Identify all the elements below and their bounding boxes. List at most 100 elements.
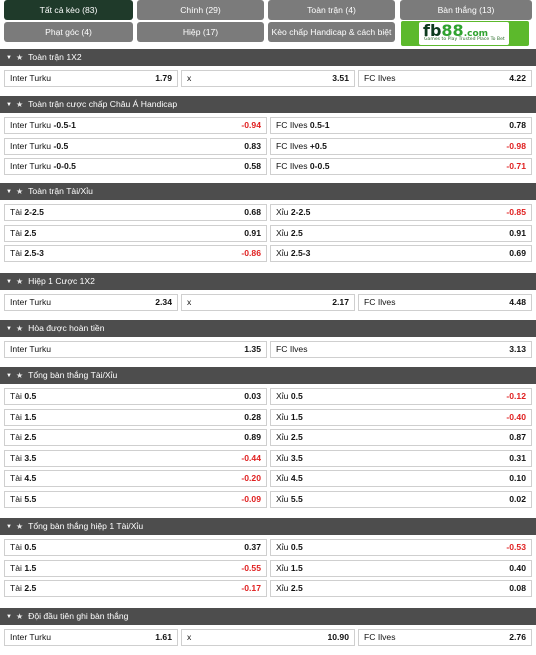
odds-cell[interactable]: Tài 3.5 -0.44 <box>4 449 267 467</box>
odds-cell[interactable]: Inter Turku 1.79 <box>4 70 178 87</box>
odds-cell[interactable]: Xỉu 2.5 0.91 <box>270 224 532 242</box>
tab-handicap-margin[interactable]: Kèo chấp Handicap & cách biệt (3) <box>268 22 395 57</box>
odds-row: Inter Turku -0.5 0.83 FC Ilves +0.5 -0.98 <box>4 137 532 155</box>
caret-down-icon[interactable]: ▼ <box>6 524 12 530</box>
odds-cell[interactable]: Tài 2.5 -0.17 <box>4 580 267 598</box>
odds-cell[interactable]: Tài 4.5 -0.20 <box>4 470 267 488</box>
caret-down-icon[interactable]: ▼ <box>6 55 12 61</box>
selection-label: Tài 2-2.5 <box>10 205 44 220</box>
fb88-logo[interactable]: fb88.com Games to Play Trusted Place To … <box>401 21 529 46</box>
odds-cell[interactable]: Inter Turku 2.34 <box>4 294 178 311</box>
star-icon[interactable]: ★ <box>15 522 24 531</box>
selection-name: Tài <box>10 542 22 552</box>
odds-cell[interactable]: Inter Turku -0.5-1 -0.94 <box>4 117 267 134</box>
section-header[interactable]: ▼ ★ Toàn trận 1X2 <box>0 49 536 66</box>
star-icon[interactable]: ★ <box>15 612 24 621</box>
star-icon[interactable]: ★ <box>15 324 24 333</box>
odds-cell[interactable]: Xỉu 2-2.5 -0.85 <box>270 204 532 221</box>
tab-full-time[interactable]: Toàn trận (4) <box>268 0 395 20</box>
section-header[interactable]: ▼ ★ Tổng bàn thắng Tài/Xỉu <box>0 367 536 384</box>
section-title: Toàn trận 1X2 <box>28 52 82 62</box>
section-header[interactable]: ▼ ★ Hiệp 1 Cược 1X2 <box>0 273 536 290</box>
selection-label: Tài 2.5-3 <box>10 246 44 261</box>
odds-cell[interactable]: Xỉu 4.5 0.10 <box>270 470 532 488</box>
selection-name: Xỉu <box>276 207 289 217</box>
tab-main[interactable]: Chính (29) <box>137 0 264 20</box>
odds-cell[interactable]: FC Ilves 4.22 <box>358 70 532 87</box>
odds-cell[interactable]: Inter Turku 1.35 <box>4 341 267 358</box>
odds-cell[interactable]: Inter Turku 1.61 <box>4 629 178 646</box>
tab-half[interactable]: Hiệp (17) <box>137 22 264 42</box>
odds-cell[interactable]: x 3.51 <box>181 70 355 87</box>
odds-cell[interactable]: Xỉu 3.5 0.31 <box>270 449 532 467</box>
selection-label: Xỉu 2.5 <box>276 226 303 241</box>
odds-cell[interactable]: Xỉu 0.5 -0.12 <box>270 388 532 405</box>
odds-cell[interactable]: x 10.90 <box>181 629 355 646</box>
odds-cell[interactable]: Tài 2.5 0.89 <box>4 429 267 447</box>
odds-cell[interactable]: Inter Turku -0-0.5 0.58 <box>4 158 267 176</box>
odds-cell[interactable]: Tài 0.5 0.03 <box>4 388 267 405</box>
odds-row: Tài 2-2.5 0.68 Xỉu 2-2.5 -0.85 <box>4 204 532 221</box>
tab-goals[interactable]: Bàn thắng (13) <box>400 0 532 20</box>
odds-cell[interactable]: Xỉu 1.5 0.40 <box>270 559 532 577</box>
odds-cell[interactable]: FC Ilves 0-0.5 -0.71 <box>270 158 532 176</box>
caret-down-icon[interactable]: ▼ <box>6 326 12 332</box>
section-header[interactable]: ▼ ★ Toàn trận cược chấp Châu Á Handicap <box>0 96 536 113</box>
selection-line: 3.5 <box>290 452 303 463</box>
odds-cell[interactable]: Xỉu 0.5 -0.53 <box>270 539 532 556</box>
odds-cell[interactable]: FC Ilves 0.5-1 0.78 <box>270 117 532 134</box>
odds-row: Inter Turku -0.5-1 -0.94 FC Ilves 0.5-1 0.7… <box>4 117 532 134</box>
section-title: Toàn trận Tài/Xỉu <box>28 186 93 196</box>
selection-name: Tài <box>10 391 22 401</box>
selection-label: Inter Turku -0.5-1 <box>10 118 76 133</box>
odds-cell[interactable]: Tài 2.5-3 -0.86 <box>4 245 267 263</box>
star-icon[interactable]: ★ <box>15 371 24 380</box>
star-icon[interactable]: ★ <box>15 277 24 286</box>
odds-cell[interactable]: Inter Turku -0.5 0.83 <box>4 137 267 155</box>
odds-value: 0.02 <box>509 494 526 504</box>
odds-value: 0.03 <box>244 391 261 401</box>
odds-cell[interactable]: Xỉu 2.5 0.87 <box>270 429 532 447</box>
selection-label: Xỉu 1.5 <box>276 561 303 576</box>
odds-cell[interactable]: Xỉu 1.5 -0.40 <box>270 408 532 426</box>
star-icon[interactable]: ★ <box>15 187 24 196</box>
section-header[interactable]: ▼ ★ Toàn trận Tài/Xỉu <box>0 183 536 200</box>
selection-name: x <box>187 73 192 83</box>
tab-corners[interactable]: Phạt góc (4) <box>4 22 133 42</box>
odds-cell[interactable]: Xỉu 2.5 0.08 <box>270 580 532 598</box>
odds-cell[interactable]: Xỉu 5.5 0.02 <box>270 491 532 508</box>
section-header[interactable]: ▼ ★ Tổng bàn thắng hiệp 1 Tài/Xỉu <box>0 518 536 535</box>
odds-value: -0.98 <box>506 140 526 151</box>
odds-cell[interactable]: Tài 5.5 -0.09 <box>4 491 267 508</box>
section-header[interactable]: ▼ ★ Đội đầu tiên ghi bàn thắng <box>0 608 536 625</box>
caret-down-icon[interactable]: ▼ <box>6 373 12 379</box>
selection-name: Tài <box>10 248 22 259</box>
odds-cell[interactable]: x 2.17 <box>181 294 355 311</box>
tab-all-markets[interactable]: Tất cả kèo (83) <box>4 0 133 20</box>
caret-down-icon[interactable]: ▼ <box>6 102 12 108</box>
caret-down-icon[interactable]: ▼ <box>6 614 12 620</box>
selection-line: 0-0.5 <box>309 161 330 172</box>
odds-value: -0.55 <box>241 562 261 573</box>
caret-down-icon[interactable]: ▼ <box>6 279 12 285</box>
odds-cell[interactable]: Tài 1.5 -0.55 <box>4 559 267 577</box>
odds-value: 2.76 <box>509 632 526 642</box>
section-title: Tổng bàn thắng hiệp 1 Tài/Xỉu <box>28 521 144 531</box>
odds-cell[interactable]: Tài 2.5 0.91 <box>4 224 267 242</box>
odds-cell[interactable]: Tài 0.5 0.37 <box>4 539 267 556</box>
odds-value: -0.40 <box>506 411 526 422</box>
odds-cell[interactable]: Tài 1.5 0.28 <box>4 408 267 426</box>
odds-cell[interactable]: Xỉu 2.5-3 0.69 <box>270 245 532 263</box>
odds-cell[interactable]: FC Ilves 4.48 <box>358 294 532 311</box>
selection-name: FC Ilves <box>276 344 308 354</box>
section-header[interactable]: ▼ ★ Hòa được hoàn tiền <box>0 320 536 337</box>
star-icon[interactable]: ★ <box>15 53 24 62</box>
odds-cell[interactable]: FC Ilves +0.5 -0.98 <box>270 137 532 155</box>
selection-label: Inter Turku <box>10 342 51 357</box>
selection-label: x <box>187 630 191 645</box>
odds-cell[interactable]: Tài 2-2.5 0.68 <box>4 204 267 221</box>
caret-down-icon[interactable]: ▼ <box>6 189 12 195</box>
odds-cell[interactable]: FC Ilves 2.76 <box>358 629 532 646</box>
star-icon[interactable]: ★ <box>15 100 24 109</box>
odds-cell[interactable]: FC Ilves 3.13 <box>270 341 532 358</box>
